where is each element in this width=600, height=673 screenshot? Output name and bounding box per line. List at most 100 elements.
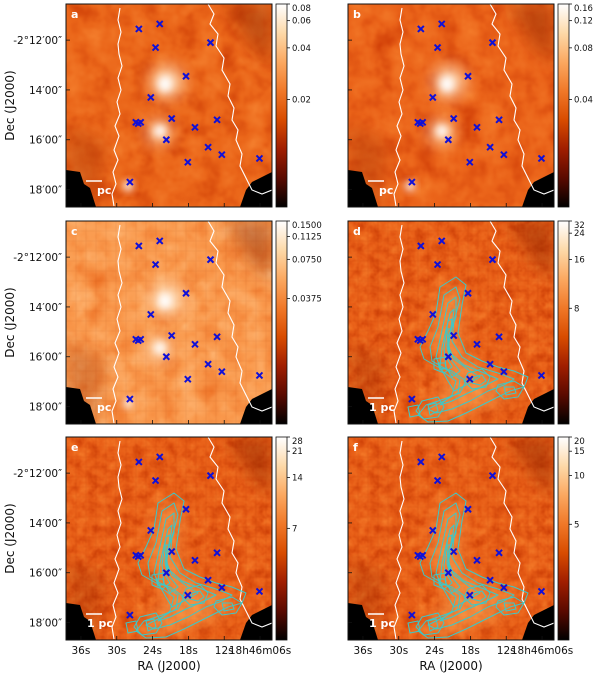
scale-bar-label: pc — [97, 401, 111, 414]
dark-region — [508, 437, 554, 497]
source-marker — [495, 116, 503, 124]
source-marker — [486, 576, 494, 584]
masked-region — [348, 387, 554, 424]
x-tick-label: 18h46m06s — [511, 645, 573, 657]
contour-line — [133, 612, 163, 636]
source-marker — [162, 353, 171, 361]
y-tick-label: 14′00″ — [29, 85, 62, 97]
source-marker — [126, 178, 134, 186]
panel-a: a pc 0.08 0.06 0.04 0.02 -2°12′00″ 14′00″ 16′00″… — [13, 3, 311, 208]
x-tick-label: 30s — [107, 645, 126, 657]
colorbar-tick-label: 20 — [574, 437, 585, 447]
coverage-edge — [489, 221, 554, 412]
y-tick-label: 14′00″ — [29, 518, 62, 530]
coverage-edge — [393, 7, 405, 207]
source-marker — [438, 453, 446, 461]
source-marker — [486, 360, 494, 368]
source-marker — [416, 552, 424, 561]
coverage-edge — [489, 4, 554, 195]
colorbar-tick-label: 0.16 — [574, 4, 593, 14]
coverage-edge — [393, 440, 405, 640]
contour-line — [145, 618, 157, 632]
colorbar-tick-label: 0.08 — [574, 44, 593, 54]
source-marker — [134, 552, 142, 561]
coverage-edge — [489, 437, 554, 628]
source-marker — [537, 371, 546, 380]
contour-line — [221, 602, 235, 612]
source-marker — [464, 72, 472, 80]
y-tick-label: 18′00″ — [29, 402, 62, 414]
source-marker — [466, 375, 474, 383]
source-marker — [151, 260, 160, 269]
panel-frame — [347, 3, 555, 208]
contour-line — [407, 620, 421, 634]
source-marker — [147, 310, 155, 319]
source-marker — [488, 38, 497, 47]
source-marker — [255, 371, 264, 380]
contour-line — [433, 356, 453, 374]
y-tick-label: 16′00″ — [29, 568, 62, 580]
colorbar-tick-label: 21 — [292, 447, 303, 457]
source-marker — [464, 289, 472, 297]
contour-line — [125, 620, 139, 634]
source-marker — [191, 123, 199, 132]
x-tick-label: 18h46m06s — [229, 645, 291, 657]
source-markers — [408, 453, 546, 619]
source-marker — [167, 114, 176, 123]
scale-bar: 1 pc — [368, 613, 395, 630]
scale-bar: pc — [368, 180, 393, 197]
contour-line — [157, 524, 199, 608]
panel-label: b — [353, 8, 361, 21]
source-marker — [433, 43, 442, 52]
source-marker — [433, 476, 442, 485]
dark-region — [226, 437, 272, 497]
source-marker — [191, 556, 199, 565]
scale-bar: 1 pc — [86, 613, 113, 630]
source-markers — [126, 453, 264, 619]
coverage-edge — [207, 221, 272, 412]
panel-label: e — [71, 441, 78, 454]
x-tick-label: 12s — [497, 645, 516, 657]
panel-label: c — [71, 225, 78, 238]
source-marker — [473, 340, 481, 349]
contour-line — [437, 362, 447, 371]
contour-line — [443, 534, 461, 594]
colorbar-gradient — [557, 220, 570, 425]
panel-frame — [65, 3, 273, 208]
contour-line — [155, 578, 165, 587]
source-marker — [444, 353, 453, 361]
contour-line — [463, 584, 491, 606]
coverage-edge — [111, 7, 123, 207]
coverage-edge — [207, 437, 272, 628]
colorbar-b: 0.16 0.12 0.08 0.04 — [557, 3, 593, 208]
colorbar-a: 0.08 0.06 0.04 0.02 — [275, 3, 311, 208]
source-marker — [537, 587, 546, 596]
panel-label: a — [71, 8, 78, 21]
contour-line — [415, 612, 445, 636]
masked-region — [66, 170, 272, 207]
panel-frame — [65, 436, 273, 641]
source-marker — [213, 116, 221, 124]
source-marker — [126, 395, 134, 403]
source-marker — [147, 526, 155, 535]
source-marker — [449, 331, 458, 340]
y-tick-label: 14′00″ — [29, 302, 62, 314]
panel-frame — [347, 436, 555, 641]
source-marker — [255, 154, 264, 163]
source-markers — [126, 237, 264, 403]
panel-frame — [347, 220, 555, 425]
source-marker — [473, 123, 481, 132]
contour-line — [446, 544, 452, 572]
contour-line — [415, 396, 445, 420]
source-marker — [488, 255, 497, 264]
x-tick-label: 24s — [143, 645, 162, 657]
contour-line — [417, 492, 529, 639]
colorbar-gradient — [275, 220, 288, 425]
source-marker — [255, 587, 264, 596]
source-marker — [126, 611, 134, 619]
contour-line — [446, 328, 452, 356]
